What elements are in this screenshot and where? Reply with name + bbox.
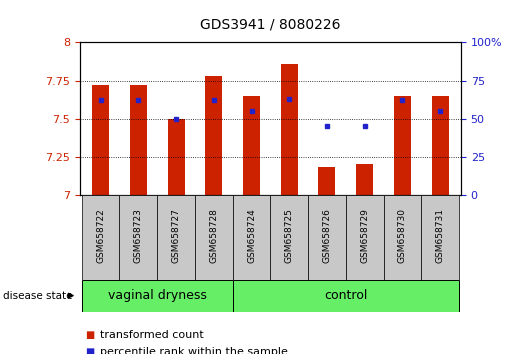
Bar xyxy=(119,195,157,280)
Text: GSM658729: GSM658729 xyxy=(360,208,369,263)
Text: GDS3941 / 8080226: GDS3941 / 8080226 xyxy=(200,18,340,32)
Bar xyxy=(82,195,119,280)
Text: control: control xyxy=(324,289,368,302)
Bar xyxy=(346,195,384,280)
Bar xyxy=(130,85,147,195)
Bar xyxy=(233,280,459,312)
Bar xyxy=(92,85,109,195)
Text: GSM658728: GSM658728 xyxy=(209,208,218,263)
Text: GSM658727: GSM658727 xyxy=(171,208,181,263)
Bar xyxy=(205,76,222,195)
Bar xyxy=(394,96,411,195)
Text: percentile rank within the sample: percentile rank within the sample xyxy=(100,347,288,354)
Text: GSM658731: GSM658731 xyxy=(436,208,444,263)
Text: GSM658723: GSM658723 xyxy=(134,208,143,263)
Text: GSM658724: GSM658724 xyxy=(247,208,256,263)
Bar xyxy=(167,119,184,195)
Bar xyxy=(308,195,346,280)
Bar xyxy=(281,64,298,195)
Bar xyxy=(356,164,373,195)
Bar xyxy=(432,96,449,195)
Text: ■: ■ xyxy=(85,330,94,339)
Bar xyxy=(384,195,421,280)
Bar xyxy=(318,167,335,195)
Bar xyxy=(270,195,308,280)
Text: GSM658722: GSM658722 xyxy=(96,208,105,263)
Bar xyxy=(421,195,459,280)
Text: GSM658725: GSM658725 xyxy=(285,208,294,263)
Text: transformed count: transformed count xyxy=(100,330,204,339)
Bar xyxy=(195,195,233,280)
Text: GSM658726: GSM658726 xyxy=(322,208,332,263)
Bar xyxy=(243,96,260,195)
Text: ■: ■ xyxy=(85,347,94,354)
Bar xyxy=(233,195,270,280)
Text: vaginal dryness: vaginal dryness xyxy=(108,289,207,302)
Bar xyxy=(82,280,233,312)
Text: GSM658730: GSM658730 xyxy=(398,208,407,263)
Bar xyxy=(157,195,195,280)
Text: disease state: disease state xyxy=(3,291,72,301)
